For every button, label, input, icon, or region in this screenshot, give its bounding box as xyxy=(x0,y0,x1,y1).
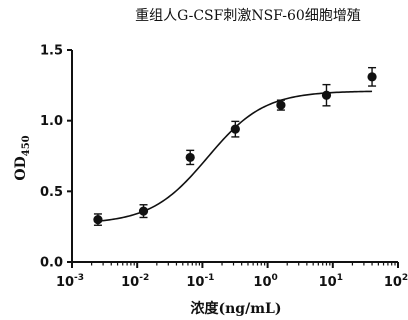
point-marker xyxy=(367,72,377,82)
axes xyxy=(71,50,398,263)
y-tick-label: 1.5 xyxy=(40,44,63,59)
point-marker xyxy=(138,206,149,216)
x-tick-label: 10-1 xyxy=(186,273,214,290)
x-tick-label: 101 xyxy=(319,273,343,290)
y-axis-label-sub: 450 xyxy=(21,135,32,156)
y-tick-label: 0.5 xyxy=(40,185,63,200)
point-marker xyxy=(93,215,103,225)
data-point xyxy=(276,99,286,111)
data-point xyxy=(321,83,332,107)
point-marker xyxy=(276,100,286,110)
fit-curve xyxy=(97,90,373,222)
x-tick-label: 10-2 xyxy=(121,273,149,290)
data-point xyxy=(367,66,377,87)
data-point xyxy=(138,204,149,219)
data-point xyxy=(230,120,240,138)
data-point xyxy=(185,149,195,166)
y-axis-label: OD450 xyxy=(13,135,32,180)
y-axis-label-main: OD xyxy=(13,156,29,180)
y-tick-label: 0.0 xyxy=(40,256,63,271)
y-ticks: 0.0 0.5 1.0 1.5 xyxy=(40,44,72,271)
point-marker xyxy=(321,90,332,100)
data-points xyxy=(93,66,377,226)
x-tick-label: 102 xyxy=(384,273,408,290)
x-tick-label: 100 xyxy=(253,273,277,290)
y-tick-label: 1.0 xyxy=(40,114,63,129)
chart-title: 重组人G-CSF刺激NSF-60细胞增殖 xyxy=(135,7,361,24)
point-marker xyxy=(185,152,195,163)
data-point xyxy=(93,213,103,226)
x-tick-label: 10-3 xyxy=(56,273,84,290)
x-axis-label: 浓度(ng/mL) xyxy=(191,300,282,317)
point-marker xyxy=(230,124,240,134)
x-ticks: 10-3 10-2 10-1 100 101 102 xyxy=(56,262,408,290)
